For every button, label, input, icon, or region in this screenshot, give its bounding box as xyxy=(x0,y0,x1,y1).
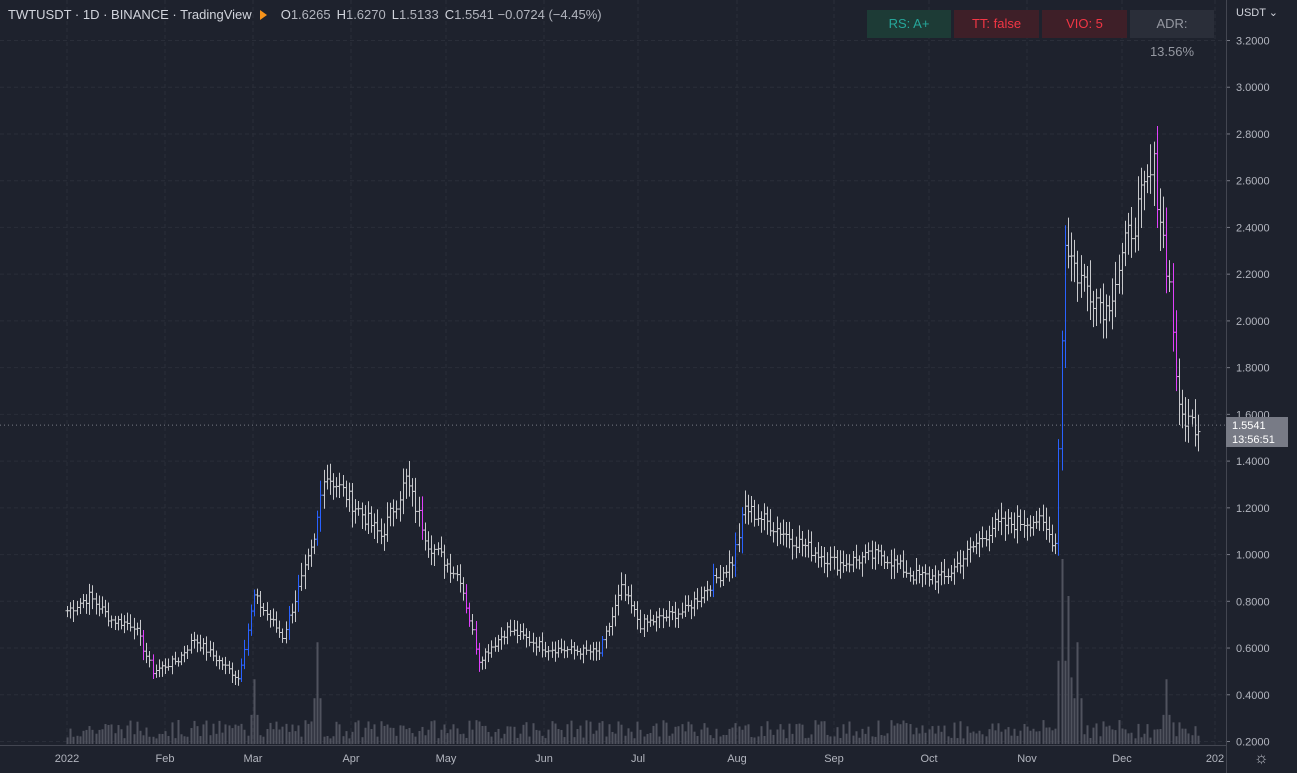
badge-0: RS: A+ xyxy=(867,10,951,38)
x-tick-label: Nov xyxy=(1017,753,1037,765)
badge-2: VIO: 5 xyxy=(1042,10,1127,38)
open-label: O xyxy=(280,7,291,22)
y-tick-label: 2.6000 xyxy=(1236,176,1270,188)
y-tick-label: 2.8000 xyxy=(1236,129,1270,141)
indicator-badges: RS: A+ TT: false VIO: 5 ADR: 13.56% xyxy=(867,10,1214,59)
currency-selector[interactable]: USDT ⌄ xyxy=(1236,7,1279,19)
price-axis xyxy=(1226,0,1297,773)
y-tick-label: 2.2000 xyxy=(1236,269,1270,281)
high-label: H xyxy=(336,7,346,22)
close-label: C xyxy=(444,7,455,22)
x-tick-label: Oct xyxy=(920,753,937,765)
last-price-value: 1.5541 xyxy=(1232,420,1266,432)
bar-countdown: 13:56:51 xyxy=(1232,434,1275,446)
y-tick-label: 1.4000 xyxy=(1236,456,1270,468)
y-tick-label: 1.2000 xyxy=(1236,503,1270,515)
x-tick-label: 202 xyxy=(1206,753,1224,765)
x-tick-label: Mar xyxy=(244,753,263,765)
y-tick-label: 0.4000 xyxy=(1236,690,1270,702)
y-tick-label: 0.8000 xyxy=(1236,596,1270,608)
low-label: L xyxy=(391,7,399,22)
x-tick-label: Feb xyxy=(156,753,175,765)
last-price-tag: 1.5541 13:56:51 xyxy=(1226,417,1288,447)
y-tick-label: 3.2000 xyxy=(1236,36,1270,48)
gear-icon[interactable]: ☼ xyxy=(1254,750,1269,767)
y-tick-label: 1.8000 xyxy=(1236,363,1270,375)
x-tick-label: Aug xyxy=(727,753,747,765)
high-value: 1.6270 xyxy=(345,7,386,22)
y-tick-label: 2.4000 xyxy=(1236,222,1270,234)
low-value: 1.5133 xyxy=(398,7,439,22)
time-axis xyxy=(0,745,1226,773)
y-tick-label: 2.0000 xyxy=(1236,316,1270,328)
flag-icon[interactable] xyxy=(259,10,267,20)
x-tick-label: Jun xyxy=(535,753,553,765)
chart-legend: TWTUSDT · 1D · BINANCE · TradingView O1.6… xyxy=(8,7,602,22)
y-tick-label: 0.6000 xyxy=(1236,643,1270,655)
x-tick-label: May xyxy=(436,753,457,765)
y-tick-label: 3.0000 xyxy=(1236,82,1270,94)
x-tick-label: Apr xyxy=(342,753,359,765)
x-tick-label: Jul xyxy=(631,753,645,765)
badge-3: ADR: 13.56% xyxy=(1130,10,1214,59)
open-value: 1.6265 xyxy=(290,7,331,22)
x-tick-label: 2022 xyxy=(55,753,79,765)
y-tick-label: 1.0000 xyxy=(1236,550,1270,562)
change-value: −0.0724 (−4.45%) xyxy=(497,7,602,22)
x-tick-label: Sep xyxy=(824,753,844,765)
symbol-title[interactable]: TWTUSDT · 1D · BINANCE · TradingView xyxy=(8,7,252,22)
close-value: 1.5541 xyxy=(454,7,494,22)
y-tick-label: 0.2000 xyxy=(1236,737,1270,749)
x-tick-label: Dec xyxy=(1112,753,1132,765)
badge-1: TT: false xyxy=(954,10,1039,38)
